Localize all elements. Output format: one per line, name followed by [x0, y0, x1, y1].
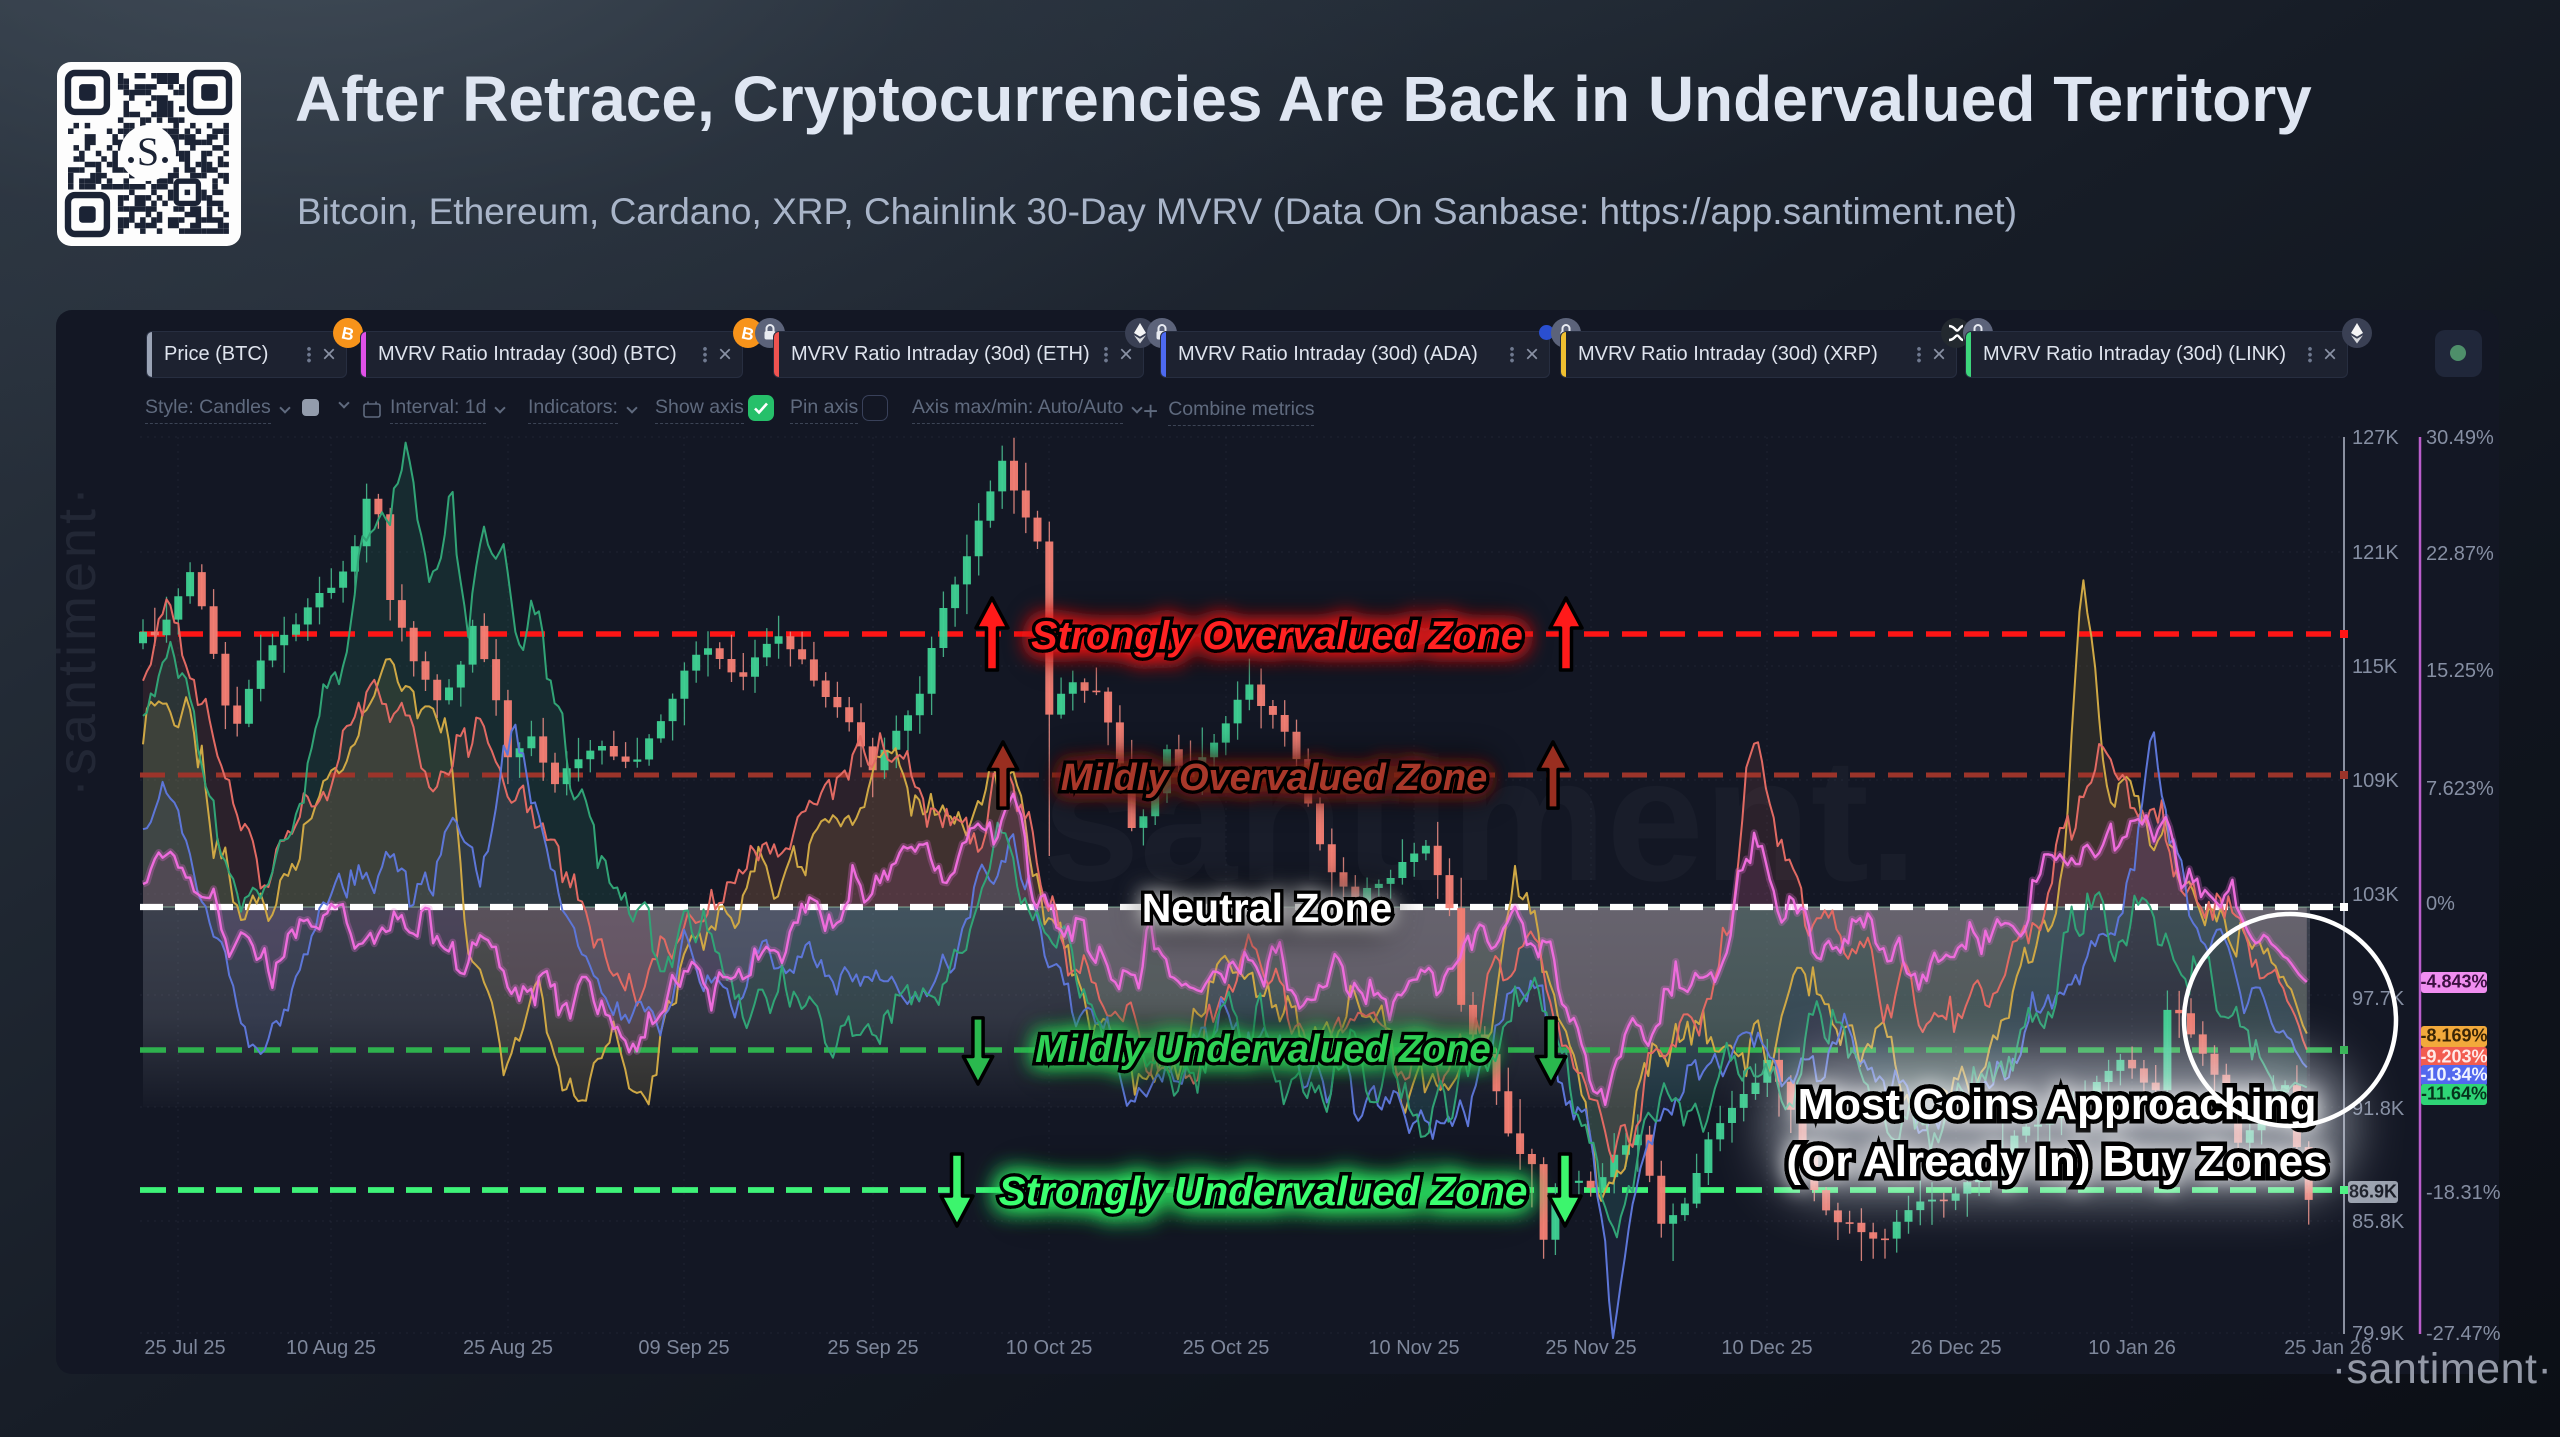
svg-text:25 Sep 25: 25 Sep 25 — [827, 1337, 918, 1359]
svg-text:103K: 103K — [2352, 884, 2399, 906]
svg-text:0%: 0% — [2426, 893, 2455, 915]
svg-text:Strongly Overvalued Zone: Strongly Overvalued Zone — [1031, 614, 1523, 658]
svg-text:10 Oct 25: 10 Oct 25 — [1006, 1337, 1093, 1359]
svg-text:86.9K: 86.9K — [2349, 1182, 2397, 1202]
svg-text:B: B — [340, 323, 356, 344]
svg-text:15.25%: 15.25% — [2426, 660, 2494, 682]
svg-text:85.8K: 85.8K — [2352, 1211, 2405, 1233]
svg-text:-18.31%: -18.31% — [2426, 1182, 2501, 1204]
svg-text:10 Dec 25: 10 Dec 25 — [1721, 1337, 1812, 1359]
svg-text:25 Oct 25: 25 Oct 25 — [1183, 1337, 1270, 1359]
svg-text:30.49%: 30.49% — [2426, 427, 2494, 449]
svg-text:-9.203%: -9.203% — [2420, 1047, 2487, 1067]
svg-text:7.623%: 7.623% — [2426, 778, 2494, 800]
svg-text:26 Dec 25: 26 Dec 25 — [1910, 1337, 2001, 1359]
svg-text:25 Aug 25: 25 Aug 25 — [463, 1337, 553, 1359]
svg-text:109K: 109K — [2352, 770, 2399, 792]
svg-text:121K: 121K — [2352, 542, 2399, 564]
svg-text:10 Aug 25: 10 Aug 25 — [286, 1337, 376, 1359]
svg-text:-10.34%: -10.34% — [2420, 1065, 2487, 1085]
svg-text:09 Sep 25: 09 Sep 25 — [638, 1337, 729, 1359]
svg-text:115K: 115K — [2352, 656, 2398, 678]
svg-text:(Or Already In) Buy Zones: (Or Already In) Buy Zones — [1786, 1137, 2327, 1186]
svg-text:25 Jul 25: 25 Jul 25 — [144, 1337, 225, 1359]
svg-text:B: B — [740, 323, 756, 344]
svg-text:·santiment·: ·santiment· — [47, 483, 107, 797]
svg-text:10 Nov 25: 10 Nov 25 — [1368, 1337, 1459, 1359]
svg-text:79.9K: 79.9K — [2352, 1323, 2405, 1345]
svg-text:25 Jan 26: 25 Jan 26 — [2284, 1337, 2372, 1359]
svg-text:-11.64%: -11.64% — [2421, 1084, 2487, 1104]
svg-text:Mildly Undervalued Zone: Mildly Undervalued Zone — [1035, 1028, 1491, 1071]
svg-text:Strongly Undervalued Zone: Strongly Undervalued Zone — [999, 1168, 1528, 1214]
svg-text:-8.169%: -8.169% — [2420, 1026, 2487, 1046]
svg-text:Neutral Zone: Neutral Zone — [1142, 885, 1393, 931]
svg-text:·santiment·: ·santiment· — [2332, 1345, 2553, 1393]
svg-text:25 Nov 25: 25 Nov 25 — [1545, 1337, 1636, 1359]
svg-text:Most Coins Approaching: Most Coins Approaching — [1797, 1080, 2316, 1129]
svg-text:22.87%: 22.87% — [2426, 543, 2494, 565]
svg-text:-4.843%: -4.843% — [2420, 972, 2487, 992]
svg-text:S: S — [137, 129, 159, 174]
svg-text:10 Jan 26: 10 Jan 26 — [2088, 1337, 2176, 1359]
svg-text:91.8K: 91.8K — [2352, 1098, 2405, 1120]
svg-text:Mildly Overvalued Zone: Mildly Overvalued Zone — [1061, 757, 1488, 799]
svg-text:127K: 127K — [2352, 427, 2399, 449]
svg-text:-27.47%: -27.47% — [2426, 1323, 2501, 1345]
